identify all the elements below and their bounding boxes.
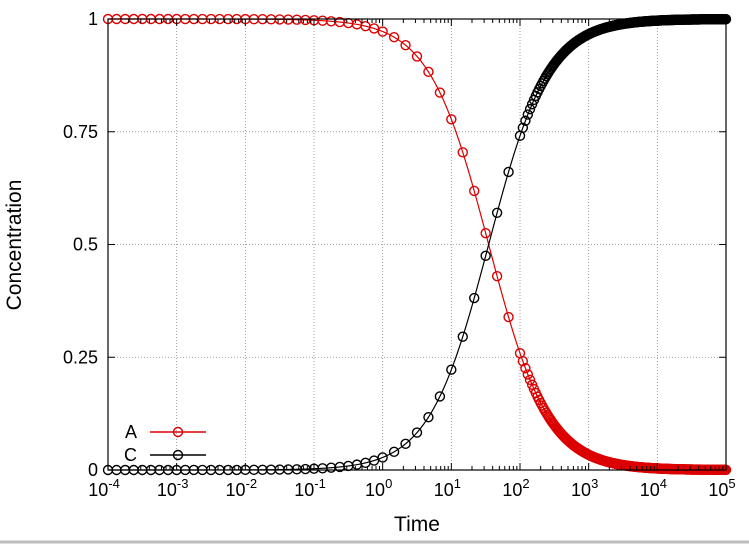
x-tick-label: 10-1 bbox=[294, 476, 326, 500]
x-tick-label: 10-3 bbox=[157, 476, 189, 500]
legend-item-A: A bbox=[125, 422, 206, 442]
legend-label: A bbox=[125, 422, 137, 442]
data-point-C bbox=[522, 109, 534, 120]
x-axis-title: Time bbox=[394, 513, 440, 536]
data-point-C bbox=[517, 122, 529, 133]
x-tick-label: 105 bbox=[708, 476, 735, 500]
axis-ticks bbox=[107, 18, 727, 471]
data-point-C bbox=[377, 452, 388, 463]
y-tick-label: 0.75 bbox=[63, 122, 98, 142]
data-point-C bbox=[446, 364, 457, 375]
data-point-A bbox=[469, 185, 480, 197]
data-point-A bbox=[457, 147, 468, 158]
legend: AC bbox=[124, 422, 206, 465]
data-point-A bbox=[434, 87, 446, 98]
data-point-A bbox=[524, 374, 536, 386]
legend-label: C bbox=[124, 445, 137, 465]
data-point-A bbox=[503, 311, 514, 323]
data-point-C bbox=[491, 207, 503, 218]
y-tick-labels: 0 0.25 0.5 0.75 1 bbox=[63, 9, 98, 480]
legend-marker bbox=[172, 426, 184, 438]
x-tick-label: 102 bbox=[502, 476, 529, 500]
data-point-A bbox=[446, 114, 457, 125]
legend-item-C: C bbox=[124, 445, 206, 465]
y-axis-title: Concentration bbox=[3, 180, 26, 311]
data-point-A bbox=[423, 66, 434, 78]
data-point-C bbox=[524, 103, 536, 115]
x-tick-label: 103 bbox=[571, 476, 598, 500]
grid-lines bbox=[108, 19, 726, 470]
data-point-A bbox=[411, 51, 423, 62]
y-tick-label: 0 bbox=[88, 460, 98, 480]
x-tick-label: 104 bbox=[640, 476, 667, 500]
data-point-A bbox=[400, 39, 411, 51]
legend-marker bbox=[172, 449, 184, 461]
data-point-C bbox=[520, 115, 531, 126]
data-point-A bbox=[517, 356, 529, 367]
data-point-A bbox=[520, 363, 531, 374]
data-point-A bbox=[388, 31, 400, 43]
data-point-C bbox=[503, 166, 514, 178]
x-tick-labels: 10-4 10-3 10-2 10-1 100 101 102 103 104 105 bbox=[88, 476, 735, 500]
x-tick-label: 10-4 bbox=[88, 476, 120, 500]
y-tick-label: 0.25 bbox=[63, 347, 98, 367]
data-point-C bbox=[469, 292, 480, 304]
data-point-C bbox=[480, 250, 491, 262]
data-point-C bbox=[400, 438, 411, 450]
data-point-C bbox=[434, 391, 446, 402]
data-point-A bbox=[377, 26, 388, 37]
x-tick-label: 100 bbox=[365, 476, 392, 500]
x-tick-label: 101 bbox=[434, 476, 461, 500]
data-point-C bbox=[411, 427, 423, 438]
data-point-C bbox=[457, 331, 468, 342]
y-tick-label: 0.5 bbox=[73, 235, 98, 255]
data-point-A bbox=[491, 271, 503, 282]
data-point-C bbox=[423, 411, 434, 423]
data-point-C bbox=[388, 446, 400, 458]
y-tick-label: 1 bbox=[88, 9, 98, 29]
data-point-A bbox=[480, 227, 491, 239]
x-tick-label: 10-2 bbox=[226, 476, 258, 500]
data-point-A bbox=[522, 369, 534, 380]
